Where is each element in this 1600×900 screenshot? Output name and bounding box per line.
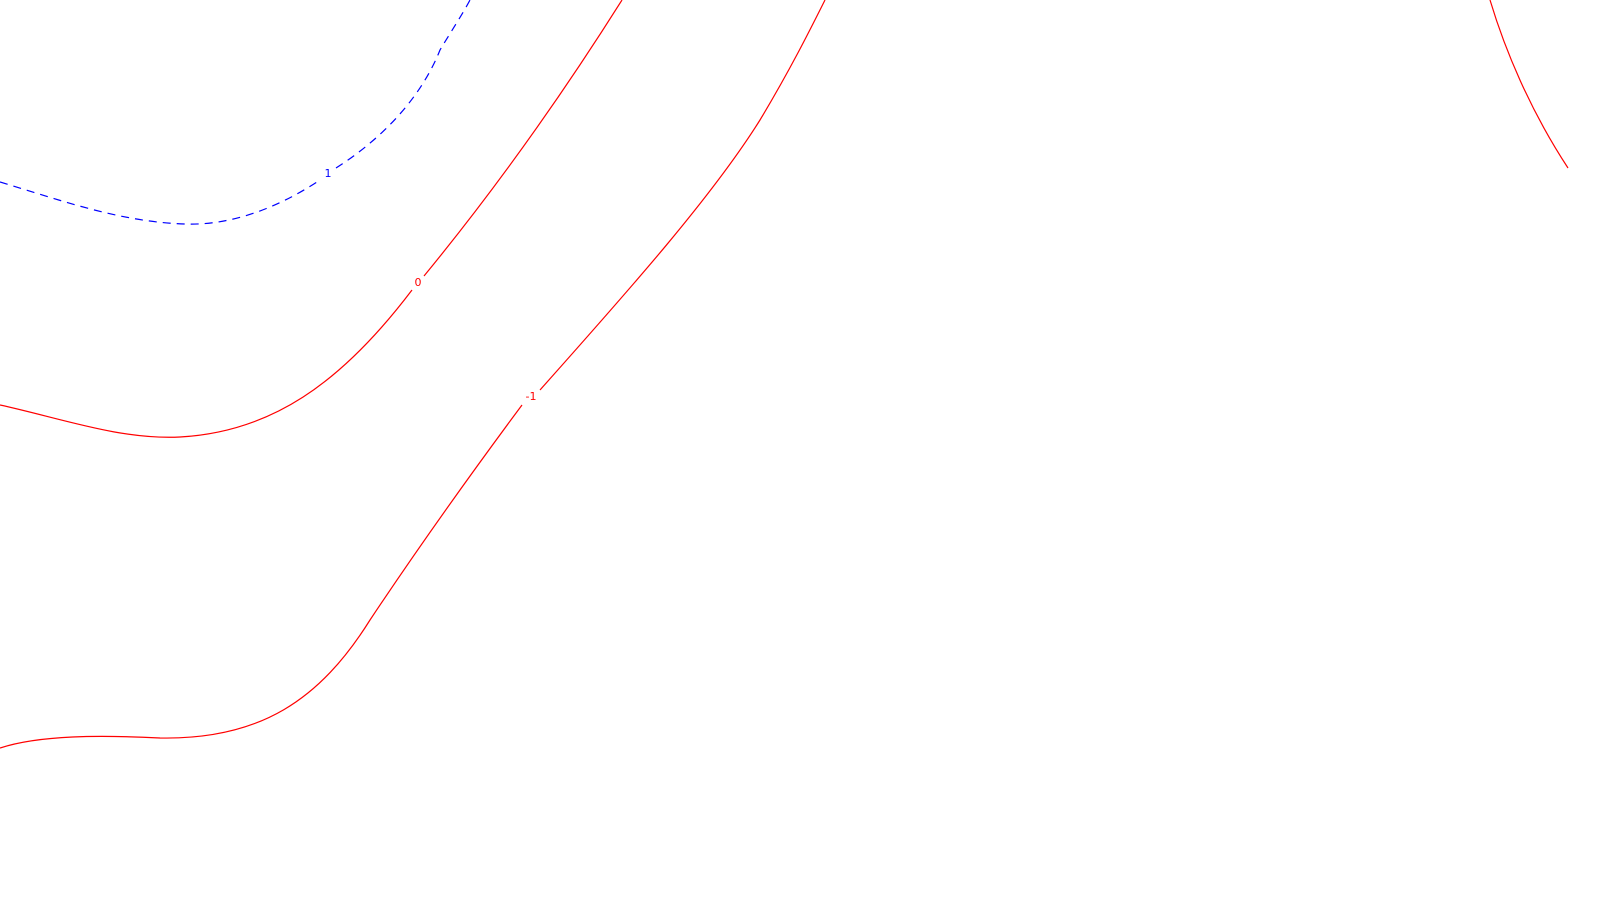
contour-line-right-edge [1489,0,1569,169]
contour-label-zero: 0 [415,276,422,289]
contour-label-positive-1: 1 [325,167,332,180]
contour-label-negative-1: -1 [526,390,537,403]
contour-line-negative-1 [0,0,826,749]
contour-line-positive-1 [0,0,471,225]
contour-line-zero [0,0,623,438]
